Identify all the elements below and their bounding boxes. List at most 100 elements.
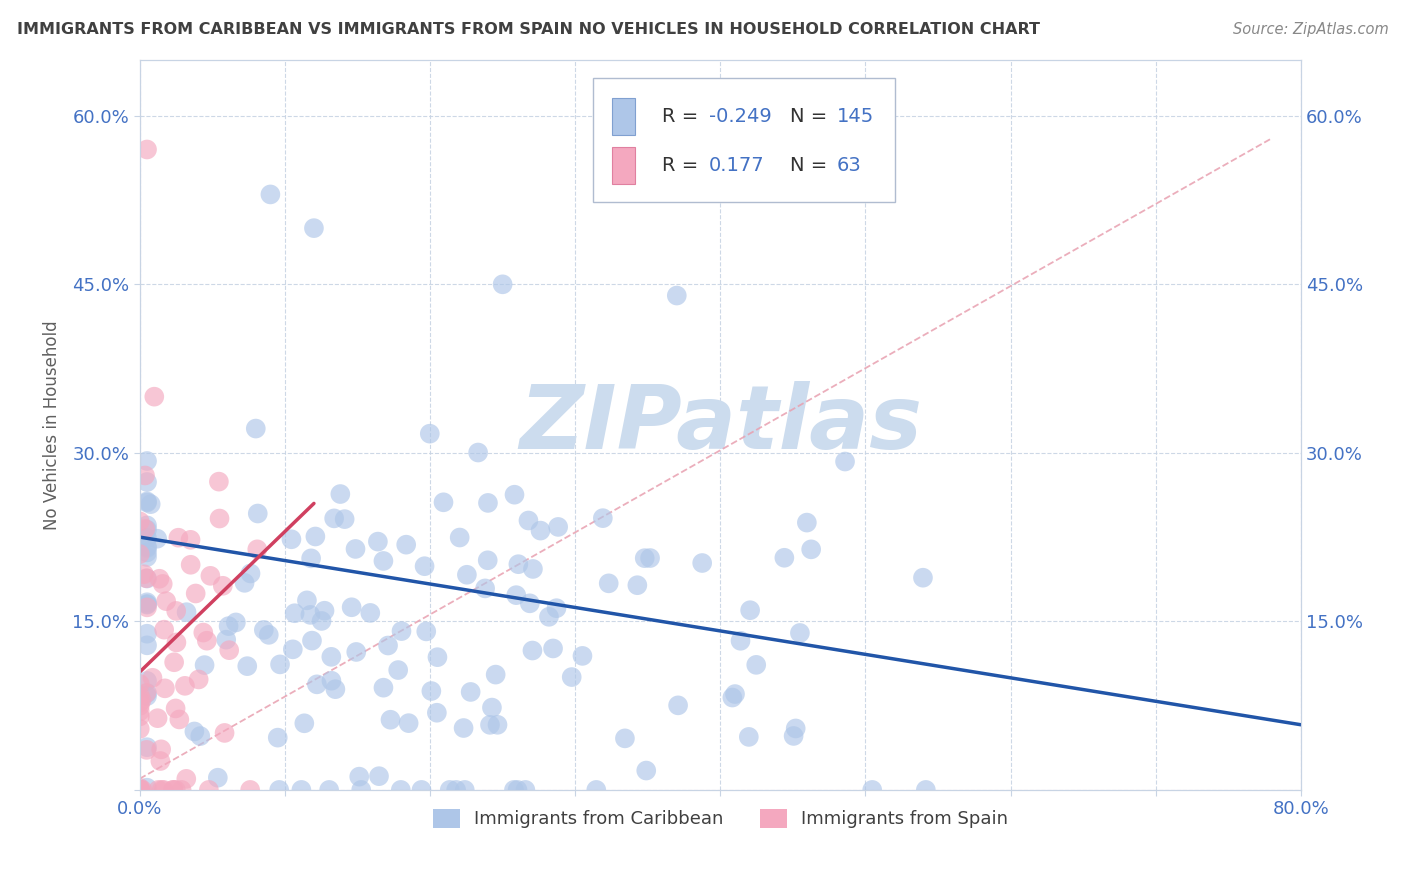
Point — [419, 426, 441, 441]
Point — [515, 783, 537, 797]
Point — [215, 632, 238, 647]
Legend: Immigrants from Caribbean, Immigrants from Spain: Immigrants from Caribbean, Immigrants fr… — [426, 802, 1015, 836]
Point — [174, 772, 197, 786]
Point — [636, 764, 658, 778]
Point — [208, 475, 231, 489]
Point — [911, 571, 934, 585]
Point — [486, 718, 509, 732]
Point — [314, 604, 336, 618]
Point — [128, 783, 150, 797]
Point — [136, 495, 159, 509]
Point — [491, 277, 513, 292]
Point — [477, 496, 499, 510]
Point — [585, 783, 607, 797]
Point — [444, 783, 467, 797]
Point — [165, 635, 187, 649]
Point — [785, 722, 807, 736]
Point — [194, 658, 217, 673]
Point — [128, 689, 150, 703]
Point — [128, 780, 150, 795]
Point — [387, 663, 409, 677]
Text: 0.177: 0.177 — [709, 156, 765, 175]
Point — [479, 718, 502, 732]
Point — [136, 689, 159, 703]
Point — [914, 783, 936, 797]
Point — [153, 681, 176, 696]
FancyBboxPatch shape — [592, 78, 894, 202]
Point — [136, 454, 159, 468]
Point — [474, 582, 496, 596]
FancyBboxPatch shape — [613, 98, 636, 135]
Point — [183, 724, 205, 739]
Point — [131, 783, 153, 797]
Point — [329, 487, 352, 501]
Point — [730, 633, 752, 648]
Point — [546, 601, 568, 615]
Text: R =: R = — [662, 156, 704, 175]
Point — [135, 743, 157, 757]
Point — [373, 681, 395, 695]
Point — [136, 638, 159, 652]
Point — [280, 533, 302, 547]
Point — [721, 690, 744, 705]
Point — [269, 657, 291, 672]
Point — [207, 771, 229, 785]
Point — [411, 783, 433, 797]
Point — [561, 670, 583, 684]
Point — [367, 534, 389, 549]
Point — [377, 639, 399, 653]
Point — [136, 595, 159, 609]
Point — [666, 698, 689, 713]
Point — [503, 783, 526, 797]
Point — [169, 713, 191, 727]
Point — [301, 633, 323, 648]
Point — [148, 572, 170, 586]
Point — [174, 679, 197, 693]
Point — [152, 783, 174, 797]
Point — [592, 511, 614, 525]
Point — [136, 549, 159, 564]
Point — [135, 571, 157, 585]
Point — [333, 512, 356, 526]
Point — [359, 606, 381, 620]
Point — [136, 600, 159, 615]
Point — [141, 671, 163, 685]
Point — [456, 567, 478, 582]
Point — [136, 541, 159, 555]
Point — [188, 729, 211, 743]
Point — [305, 677, 328, 691]
Point — [295, 593, 318, 607]
Point — [149, 754, 172, 768]
Point — [485, 667, 508, 681]
Point — [541, 641, 564, 656]
Point — [796, 516, 818, 530]
Point — [184, 586, 207, 600]
Text: Source: ZipAtlas.com: Source: ZipAtlas.com — [1233, 22, 1389, 37]
Point — [176, 605, 198, 619]
Point — [136, 740, 159, 755]
Point — [634, 551, 657, 566]
Point — [136, 598, 159, 612]
Point — [724, 687, 747, 701]
Point — [239, 783, 262, 797]
Point — [503, 488, 526, 502]
Point — [426, 706, 449, 720]
Text: R =: R = — [662, 107, 704, 126]
Point — [508, 558, 530, 572]
Point — [180, 533, 202, 547]
Point — [299, 607, 322, 622]
Point — [257, 628, 280, 642]
Point — [281, 642, 304, 657]
Point — [415, 624, 437, 639]
Point — [665, 288, 688, 302]
Point — [311, 614, 333, 628]
Point — [170, 783, 193, 797]
Point — [136, 626, 159, 640]
Point — [638, 551, 661, 566]
Point — [165, 783, 187, 797]
Point — [139, 497, 162, 511]
Point — [128, 709, 150, 723]
Point — [128, 783, 150, 797]
Point — [236, 659, 259, 673]
Point — [789, 626, 811, 640]
